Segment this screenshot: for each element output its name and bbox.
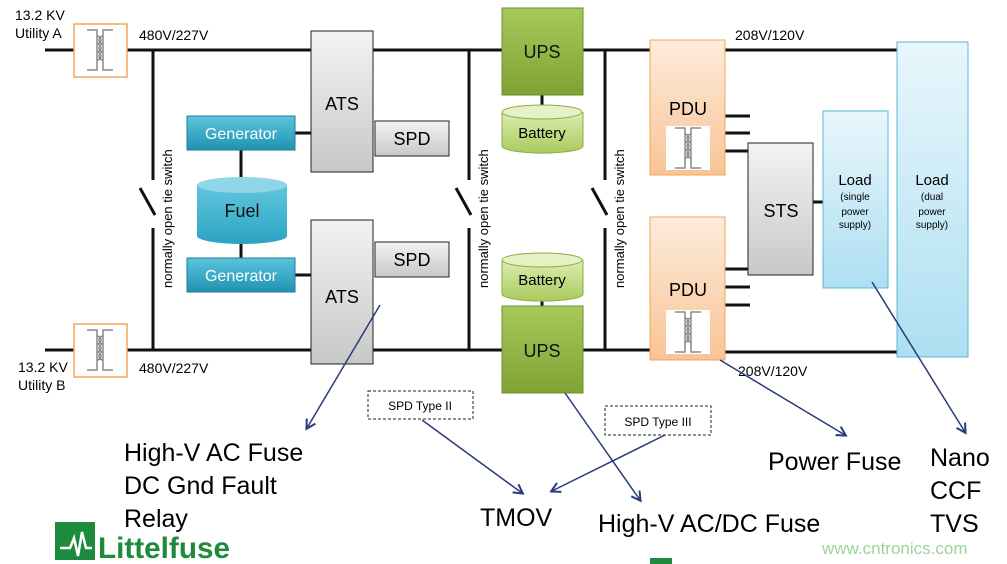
- svg-text:Littelfuse: Littelfuse: [98, 532, 230, 564]
- battery-label: Battery: [518, 125, 566, 142]
- decorative-mark: [650, 558, 672, 564]
- load-desc: power: [841, 207, 869, 218]
- sts: [747, 142, 814, 276]
- watermark: www.cntronics.com: [821, 539, 967, 558]
- load-label: Load: [915, 172, 948, 189]
- tie-switch-label: normally open tie switch: [160, 149, 175, 288]
- load-desc: (dual: [921, 192, 943, 203]
- callout-ats-fuse: High-V AC Fuse: [124, 439, 303, 467]
- littelfuse-logo: Littelfuse: [55, 522, 230, 564]
- voltage-label: 480V/227V: [139, 360, 209, 376]
- spd-type-2-box: [367, 390, 474, 420]
- spd-type-3-box: [604, 405, 712, 436]
- voltage-label: 208V/120V: [738, 363, 808, 379]
- utility-a-label: Utility A: [15, 25, 62, 41]
- pdu-label: PDU: [669, 280, 707, 300]
- load-single: [822, 110, 889, 289]
- ups-label: UPS: [523, 341, 560, 361]
- battery-label: Battery: [518, 272, 566, 289]
- load-desc: (single: [840, 192, 870, 203]
- ats-top: [310, 30, 374, 173]
- generator-label: Generator: [205, 126, 278, 143]
- tie-switch-label: normally open tie switch: [476, 149, 491, 288]
- spd-bottom: [374, 241, 450, 278]
- callout-ats-fault: DC Gnd Fault: [124, 472, 277, 500]
- ups-label: UPS: [523, 42, 560, 62]
- voltage-label: 208V/120V: [735, 27, 805, 43]
- spd-top: [374, 120, 450, 157]
- voltage-label: 480V/227V: [139, 27, 209, 43]
- callout-ats-relay: Relay: [124, 505, 188, 533]
- callout-tmov: TMOV: [480, 504, 553, 532]
- bus-lines: [45, 48, 897, 354]
- spd-label: SPD: [393, 250, 430, 270]
- load-desc: supply): [839, 220, 871, 231]
- utility-a-voltage: 13.2 KV: [15, 7, 65, 23]
- ats-label: ATS: [325, 287, 359, 307]
- generator-top: [186, 115, 296, 151]
- spd-type-2-label: SPD Type II: [388, 399, 452, 413]
- fuel-label: Fuel: [224, 201, 259, 221]
- load-desc: supply): [916, 220, 948, 231]
- ups-top: [501, 7, 584, 96]
- generator-label: Generator: [205, 268, 278, 285]
- callout-tvs: TVS: [930, 510, 979, 538]
- battery-bottom: [501, 252, 584, 302]
- spd-label: SPD: [393, 129, 430, 149]
- load-desc: power: [918, 207, 946, 218]
- sts-label: STS: [763, 201, 798, 221]
- ups-bottom: [501, 305, 584, 394]
- callout-ups-fuse: High-V AC/DC Fuse: [598, 510, 820, 538]
- pdu-label: PDU: [669, 99, 707, 119]
- callout-arrows: [307, 281, 965, 500]
- spd-type-3-label: SPD Type III: [624, 415, 691, 429]
- load-dual: [896, 41, 969, 358]
- tie-switch-label: normally open tie switch: [612, 149, 627, 288]
- generator-bottom: [186, 257, 296, 293]
- callout-nano: Nano: [930, 444, 990, 472]
- utility-b-label: Utility B: [18, 377, 65, 393]
- battery-top: [501, 104, 584, 154]
- ats-bottom: [310, 219, 374, 365]
- utility-b-voltage: 13.2 KV: [18, 359, 68, 375]
- ats-label: ATS: [325, 94, 359, 114]
- callout-power-fuse: Power Fuse: [768, 448, 901, 476]
- callout-ccf: CCF: [930, 477, 981, 505]
- fuel-tank: [197, 177, 287, 244]
- load-label: Load: [838, 172, 871, 189]
